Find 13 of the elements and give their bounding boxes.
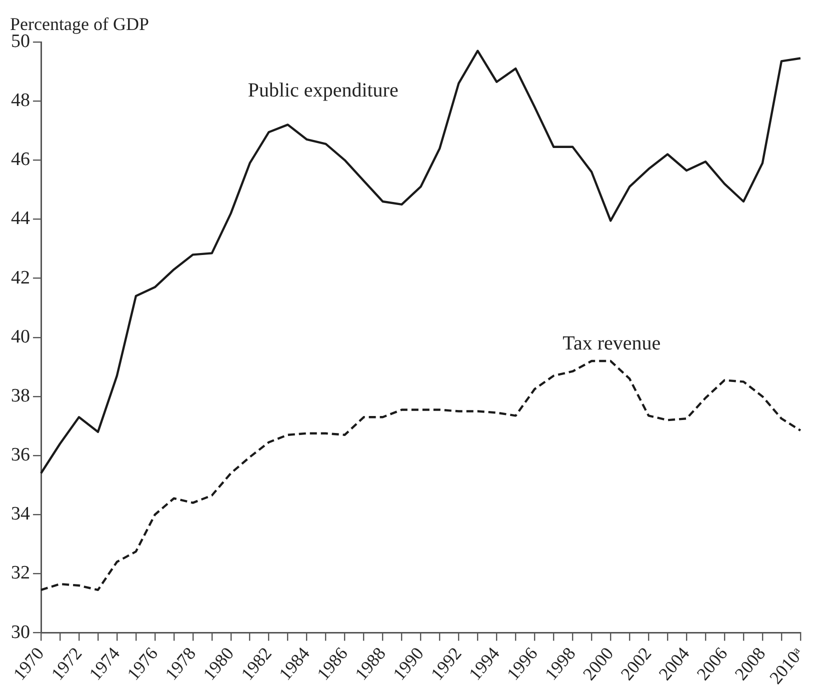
series-label: Public expenditure — [248, 80, 398, 102]
y-tick-label: 44 — [11, 208, 30, 230]
y-tick-label: 30 — [11, 622, 30, 643]
y-tick-label: 38 — [11, 385, 30, 406]
y-tick-label: 48 — [11, 90, 30, 112]
series-label: Tax revenue — [562, 332, 661, 354]
y-tick-label: 34 — [11, 504, 30, 525]
line-series — [40, 360, 802, 592]
y-tick-label: 42 — [11, 267, 30, 288]
y-tick-label: 32 — [11, 562, 30, 584]
y-tick-label: 40 — [11, 326, 30, 348]
y-tick-label: 36 — [11, 444, 30, 466]
y-tick-label: 46 — [11, 149, 30, 170]
